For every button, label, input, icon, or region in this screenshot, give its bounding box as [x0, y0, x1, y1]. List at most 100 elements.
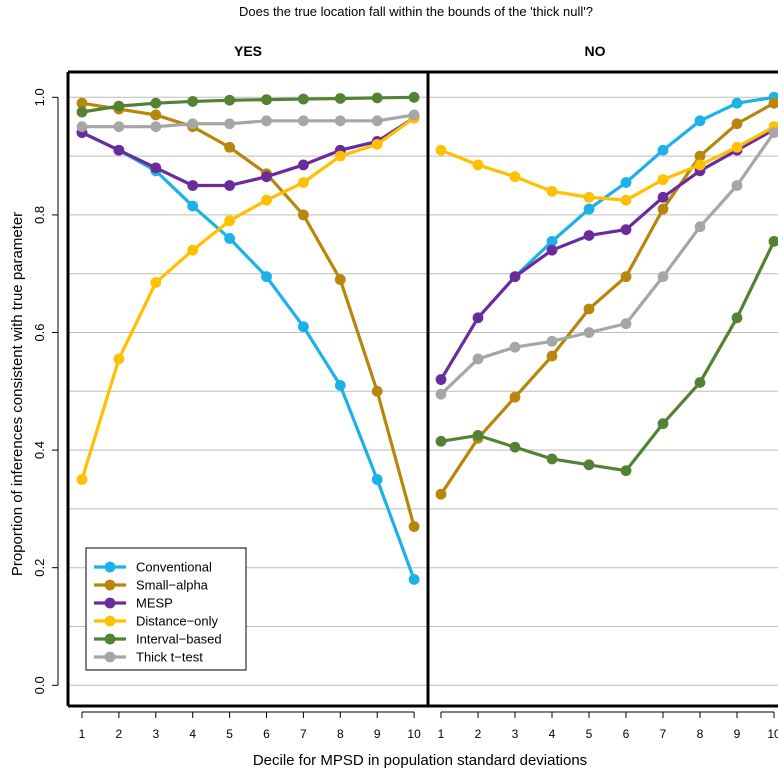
data-point	[113, 353, 125, 365]
y-tick-label: 0.6	[32, 323, 47, 341]
data-point	[371, 474, 383, 485]
series-line	[440, 125, 775, 202]
series-lines	[76, 91, 778, 585]
data-point	[583, 203, 595, 215]
panel-frames	[66, 70, 778, 708]
data-point	[657, 271, 669, 283]
legend: Conventional Small−alpha MESP Distance−only…	[85, 547, 247, 671]
data-point	[298, 115, 309, 127]
data-point	[408, 574, 420, 585]
data-point	[472, 312, 484, 324]
data-point	[620, 318, 632, 330]
data-point	[334, 115, 346, 127]
data-point	[472, 159, 484, 171]
legend-entry: Conventional	[136, 560, 212, 575]
data-point	[620, 177, 632, 188]
data-point	[187, 118, 199, 130]
legend-swatch-marker	[104, 579, 116, 591]
data-point	[731, 118, 743, 130]
data-point	[768, 127, 778, 138]
x-tick-label: 8	[697, 727, 704, 741]
data-point	[224, 94, 236, 106]
data-point	[371, 138, 383, 150]
data-point	[408, 109, 420, 121]
data-point	[657, 174, 669, 186]
y-tick-label: 1.0	[32, 88, 47, 106]
data-point	[334, 380, 346, 391]
data-point	[509, 271, 521, 283]
series-line	[80, 116, 416, 480]
x-tick-label: 2	[475, 727, 482, 741]
data-point	[435, 388, 447, 400]
data-point	[583, 327, 595, 338]
data-point	[583, 191, 595, 203]
data-point	[298, 209, 309, 221]
data-point	[298, 321, 309, 333]
x-tick-label: 10	[407, 727, 421, 741]
data-point	[657, 203, 669, 215]
data-point	[150, 121, 162, 133]
data-point	[261, 94, 272, 106]
legend-entry: MESP	[136, 596, 173, 611]
data-point	[731, 141, 743, 153]
data-point	[113, 100, 125, 112]
data-point	[408, 91, 420, 103]
x-tick-label: 10	[767, 727, 778, 741]
series-line	[81, 95, 415, 114]
data-point	[261, 171, 272, 183]
chart-title: Does the true location fall within the b…	[239, 4, 593, 19]
series-line	[82, 113, 415, 129]
series-line	[439, 101, 775, 496]
data-point	[620, 224, 632, 236]
data-point	[694, 115, 706, 127]
data-point	[224, 180, 236, 191]
x-tick-label: 3	[512, 727, 519, 741]
data-point	[472, 430, 484, 441]
data-point	[694, 159, 706, 171]
data-point	[546, 185, 558, 197]
data-point	[150, 97, 162, 109]
data-point	[657, 191, 669, 203]
data-point	[731, 312, 743, 324]
x-tick-label: 7	[300, 727, 307, 741]
data-point	[620, 271, 632, 283]
data-point	[583, 230, 595, 241]
data-point	[768, 235, 778, 247]
y-tick-label: 0.4	[32, 441, 47, 459]
data-point	[620, 465, 632, 477]
x-axis: 1 2 3 4 5 6 7 8 9 10 1 2 3 4 5 6 7 8 9 10	[79, 711, 778, 741]
series-line	[81, 116, 415, 188]
data-point	[509, 341, 521, 353]
data-point	[768, 97, 778, 109]
data-point	[76, 106, 88, 118]
data-point	[435, 435, 447, 447]
series-line	[439, 128, 775, 381]
data-point	[435, 144, 447, 156]
data-point	[583, 459, 595, 471]
data-point	[187, 244, 199, 256]
data-point	[298, 159, 309, 171]
data-point	[76, 121, 88, 133]
data-point	[334, 274, 346, 285]
legend-swatch-marker	[104, 561, 116, 573]
y-tick-label: 0.0	[32, 676, 47, 694]
data-point	[224, 141, 236, 153]
data-point	[224, 215, 236, 227]
x-tick-label: 8	[337, 727, 344, 741]
data-point	[224, 233, 236, 244]
data-point	[620, 194, 632, 206]
data-point	[334, 150, 346, 162]
legend-entry: Thick t−test	[136, 650, 203, 665]
legend-swatch-marker	[104, 651, 116, 663]
data-point	[546, 350, 558, 362]
panel-label: NO	[585, 43, 606, 59]
x-tick-label: 4	[189, 727, 196, 741]
data-point	[150, 162, 162, 174]
data-point	[371, 115, 383, 127]
x-tick-label: 5	[226, 727, 233, 741]
series-line	[439, 131, 776, 396]
x-tick-label: 6	[263, 727, 270, 741]
y-axis-label: Proportion of inferences consistent with…	[9, 212, 26, 576]
data-point	[435, 374, 447, 385]
